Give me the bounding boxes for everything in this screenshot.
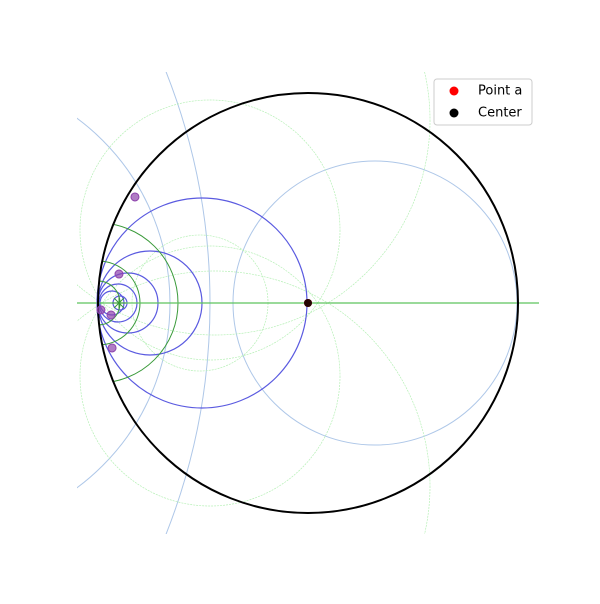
grid-arc xyxy=(79,99,341,361)
point xyxy=(107,343,117,353)
grid-circle xyxy=(165,72,211,534)
legend-label: Center xyxy=(478,106,522,121)
point xyxy=(96,305,106,315)
point xyxy=(114,269,124,279)
grid-arc xyxy=(79,245,341,507)
legend-marker xyxy=(449,108,459,118)
marks xyxy=(96,192,312,353)
grid-arc xyxy=(77,72,431,336)
point xyxy=(106,310,116,320)
legend-entries: Point a Center xyxy=(449,84,522,121)
point xyxy=(304,299,312,307)
legend-marker xyxy=(449,86,459,96)
unit-circle xyxy=(97,92,519,514)
legend-label: Point a xyxy=(478,84,522,99)
legend xyxy=(433,78,533,126)
hatch xyxy=(113,297,125,309)
grid-arc xyxy=(77,270,431,534)
point xyxy=(130,192,140,202)
